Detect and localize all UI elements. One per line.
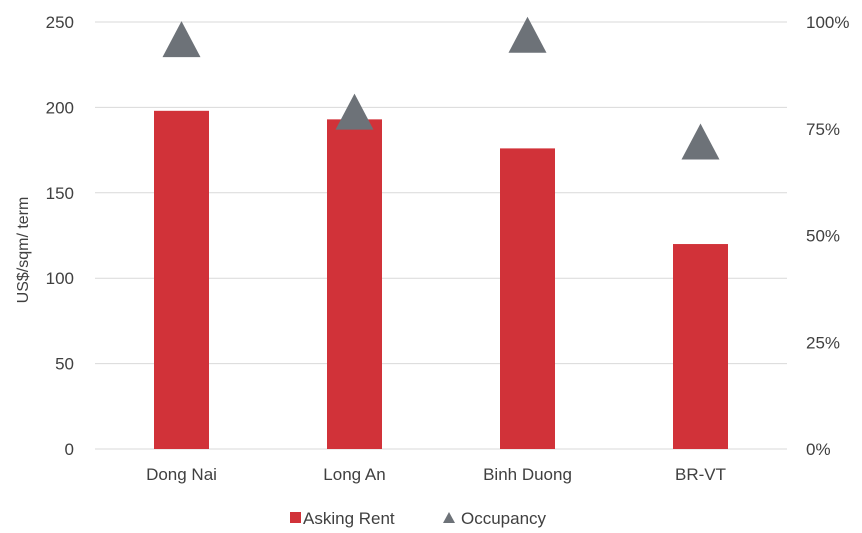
legend-swatch-asking-rent: [290, 512, 301, 523]
y2-tick-label: 50%: [806, 227, 840, 246]
marker-occupancy: [335, 93, 374, 130]
legend-swatch-occupancy: [443, 512, 455, 523]
legend: Asking Rent Occupancy: [290, 509, 547, 528]
x-tick-label: Long An: [323, 465, 385, 484]
y-tick-label: 150: [46, 184, 74, 203]
legend-label-occupancy: Occupancy: [461, 509, 547, 528]
marker-occupancy: [162, 21, 201, 58]
x-tick-label: Binh Duong: [483, 465, 572, 484]
left-axis-ticks: 0 50 100 150 200 250: [46, 13, 74, 459]
bar-asking-rent: [154, 110, 209, 449]
right-axis-ticks: 0% 25% 50% 75% 100%: [806, 13, 849, 459]
y2-tick-label: 25%: [806, 333, 840, 352]
bar-series-asking-rent: [154, 110, 728, 449]
y2-tick-label: 75%: [806, 120, 840, 139]
x-tick-label: Dong Nai: [146, 465, 217, 484]
marker-occupancy: [508, 16, 547, 53]
x-tick-label: BR-VT: [675, 465, 726, 484]
y-tick-label: 100: [46, 269, 74, 288]
gridlines: [95, 21, 787, 450]
x-axis-ticks: Dong Nai Long An Binh Duong BR-VT: [146, 465, 726, 484]
bar-asking-rent: [500, 148, 555, 449]
y2-tick-label: 100%: [806, 13, 849, 32]
y-tick-label: 250: [46, 13, 74, 32]
marker-series-occupancy: [162, 16, 720, 160]
y2-tick-label: 0%: [806, 440, 831, 459]
bar-asking-rent: [673, 244, 728, 449]
marker-occupancy: [681, 123, 720, 160]
y-tick-label: 50: [55, 355, 74, 374]
y-axis-title: US$/sqm/ term: [15, 197, 32, 304]
y-tick-label: 0: [65, 440, 74, 459]
legend-label-asking-rent: Asking Rent: [303, 509, 395, 528]
y-tick-label: 200: [46, 98, 74, 117]
bar-asking-rent: [327, 119, 382, 449]
